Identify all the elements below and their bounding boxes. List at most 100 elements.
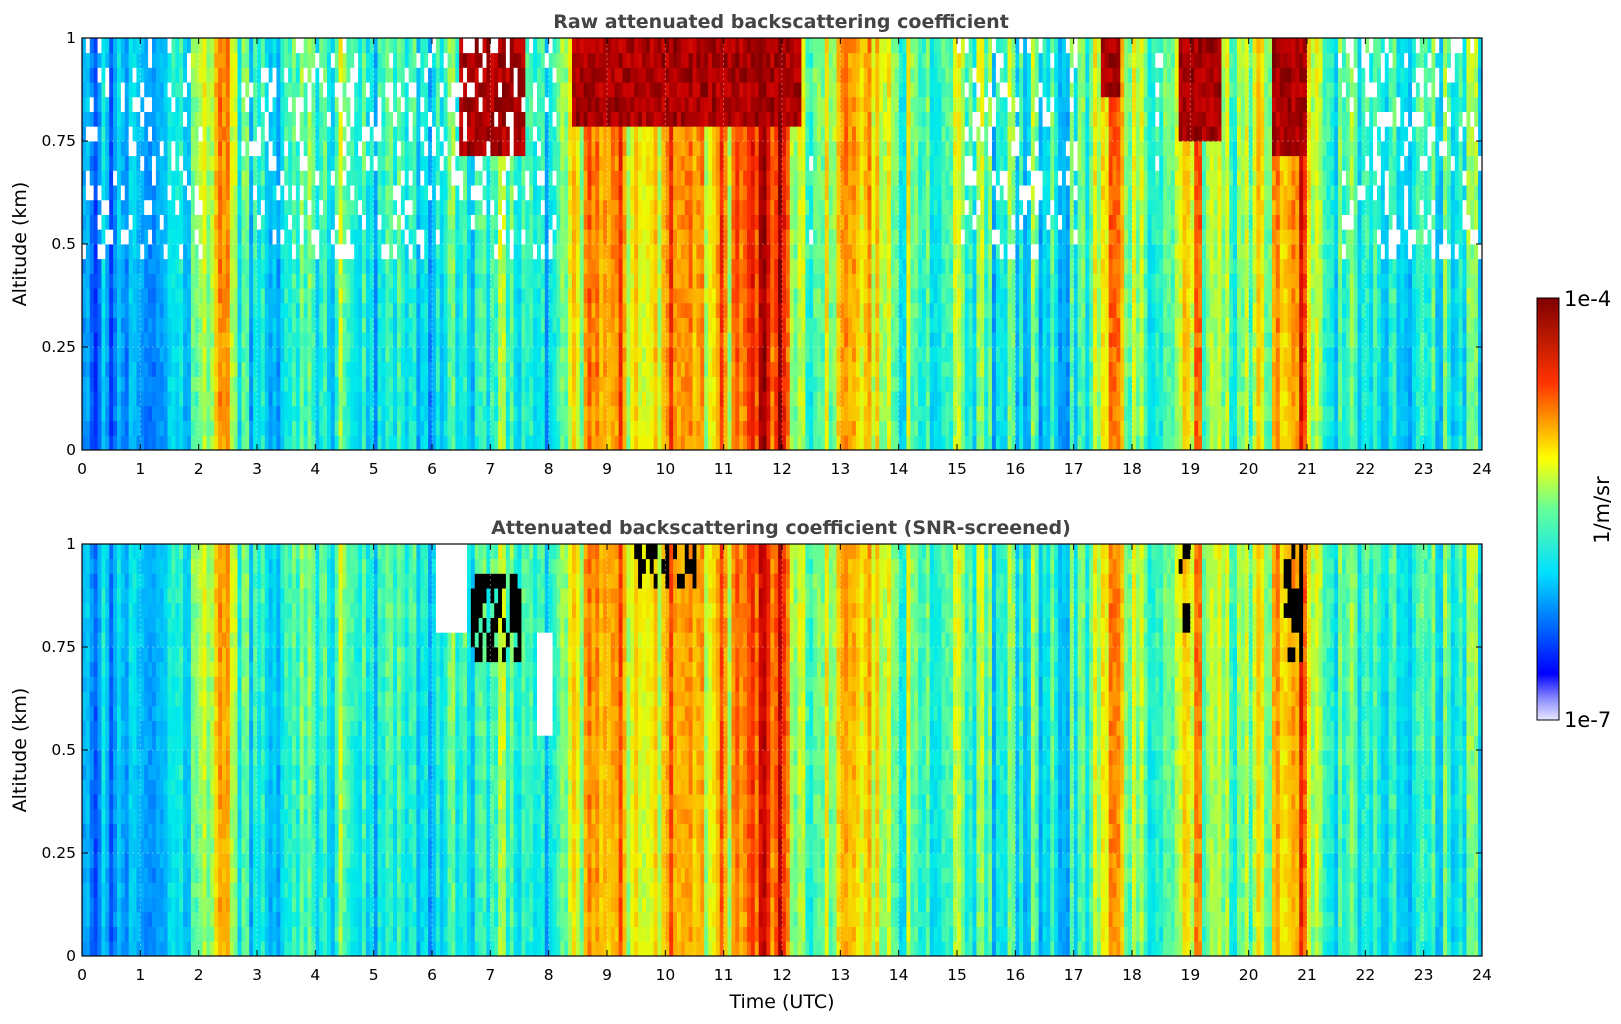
heatmap-cell (770, 302, 775, 318)
heatmap-cell (280, 170, 285, 186)
heatmap-cell (680, 96, 686, 112)
heatmap-cell (272, 317, 277, 333)
heatmap-cell (673, 420, 678, 436)
heatmap-cell (739, 376, 744, 392)
heatmap-cell (747, 52, 752, 68)
heatmap-cell (575, 405, 581, 421)
heatmap-cell (373, 141, 378, 157)
heatmap-cell (435, 391, 441, 407)
heatmap-cell (607, 420, 612, 436)
heatmap-cell (579, 273, 585, 289)
heatmap-cell (626, 52, 631, 68)
heatmap-cell (214, 38, 219, 54)
heatmap-cell (128, 229, 133, 245)
heatmap-cell (544, 435, 550, 451)
heatmap-cell (494, 288, 499, 304)
heatmap-cell (105, 332, 110, 348)
heatmap-cell (435, 170, 441, 186)
heatmap-cell (249, 126, 254, 142)
heatmap-cell (603, 155, 608, 171)
heatmap-cell (579, 361, 585, 377)
heatmap-cell (661, 185, 666, 201)
heatmap-cell (673, 96, 678, 112)
heatmap-cell (762, 229, 767, 245)
heatmap-cell (424, 82, 429, 98)
heatmap-cell (758, 244, 763, 260)
heatmap-cell (525, 96, 530, 112)
heatmap-cell (774, 405, 779, 421)
heatmap-cell (346, 435, 351, 451)
heatmap-cell (194, 214, 200, 230)
heatmap-cell (575, 52, 581, 68)
heatmap-cell (307, 185, 312, 201)
heatmap-cell (389, 332, 394, 348)
heatmap-cell (575, 288, 581, 304)
heatmap-cell (521, 273, 526, 289)
heatmap-cell (649, 214, 655, 230)
heatmap-cell (665, 288, 670, 304)
heatmap-cell (179, 420, 184, 436)
heatmap-cell (708, 405, 713, 421)
heatmap-cell (482, 52, 487, 68)
heatmap-cell (494, 376, 499, 392)
heatmap-cell (163, 185, 168, 201)
heatmap-cell (113, 361, 118, 377)
heatmap-cell (140, 405, 145, 421)
heatmap-cell (334, 361, 340, 377)
heatmap-cell (521, 38, 526, 54)
heatmap-cell (502, 199, 507, 215)
heatmap-cell (680, 67, 686, 83)
heatmap-cell (280, 229, 285, 245)
heatmap-cell (463, 67, 468, 83)
heatmap-cell (498, 126, 503, 142)
heatmap-cell (237, 347, 242, 363)
heatmap-cell (470, 273, 476, 289)
heatmap-cell (498, 96, 503, 112)
heatmap-cell (190, 155, 196, 171)
heatmap-cell (159, 67, 165, 83)
heatmap-cell (354, 111, 359, 127)
heatmap-cell (618, 405, 623, 421)
heatmap-cell (642, 288, 647, 304)
heatmap-cell (638, 170, 643, 186)
heatmap-cell (533, 332, 538, 348)
heatmap-cell (614, 317, 620, 333)
heatmap-cell (292, 199, 297, 215)
heatmap-cell (642, 302, 647, 318)
heatmap-cell (529, 52, 534, 68)
heatmap-cell (389, 82, 394, 98)
heatmap-cell (389, 126, 394, 142)
heatmap-cell (159, 361, 165, 377)
heatmap-cell (622, 38, 627, 54)
heatmap-cell (688, 67, 693, 83)
heatmap-cell (572, 317, 577, 333)
heatmap-cell (288, 288, 293, 304)
heatmap-cell (132, 376, 137, 392)
heatmap-cell (315, 288, 320, 304)
heatmap-cell (537, 435, 542, 451)
heatmap-cell (719, 141, 725, 157)
heatmap-cell (494, 52, 499, 68)
heatmap-cell (404, 420, 410, 436)
heatmap-cell (284, 38, 289, 54)
heatmap-cell (459, 185, 464, 201)
heatmap-cell (770, 435, 775, 451)
heatmap-cell (630, 288, 635, 304)
heatmap-cell (167, 185, 172, 201)
heatmap-cell (311, 288, 316, 304)
heatmap-cell (428, 391, 433, 407)
heatmap-cell (315, 96, 320, 112)
heatmap-cell (365, 214, 371, 230)
heatmap-cell (463, 273, 468, 289)
heatmap-cell (163, 170, 168, 186)
heatmap-cell (206, 199, 211, 215)
heatmap-cell (260, 420, 266, 436)
heatmap-cell (257, 155, 262, 171)
heatmap-cell (743, 405, 748, 421)
heatmap-cell (288, 155, 293, 171)
heatmap-cell (241, 288, 246, 304)
heatmap-cell (762, 126, 767, 142)
heatmap-cell (101, 126, 106, 142)
heatmap-cell (502, 96, 507, 112)
heatmap-cell (257, 185, 262, 201)
